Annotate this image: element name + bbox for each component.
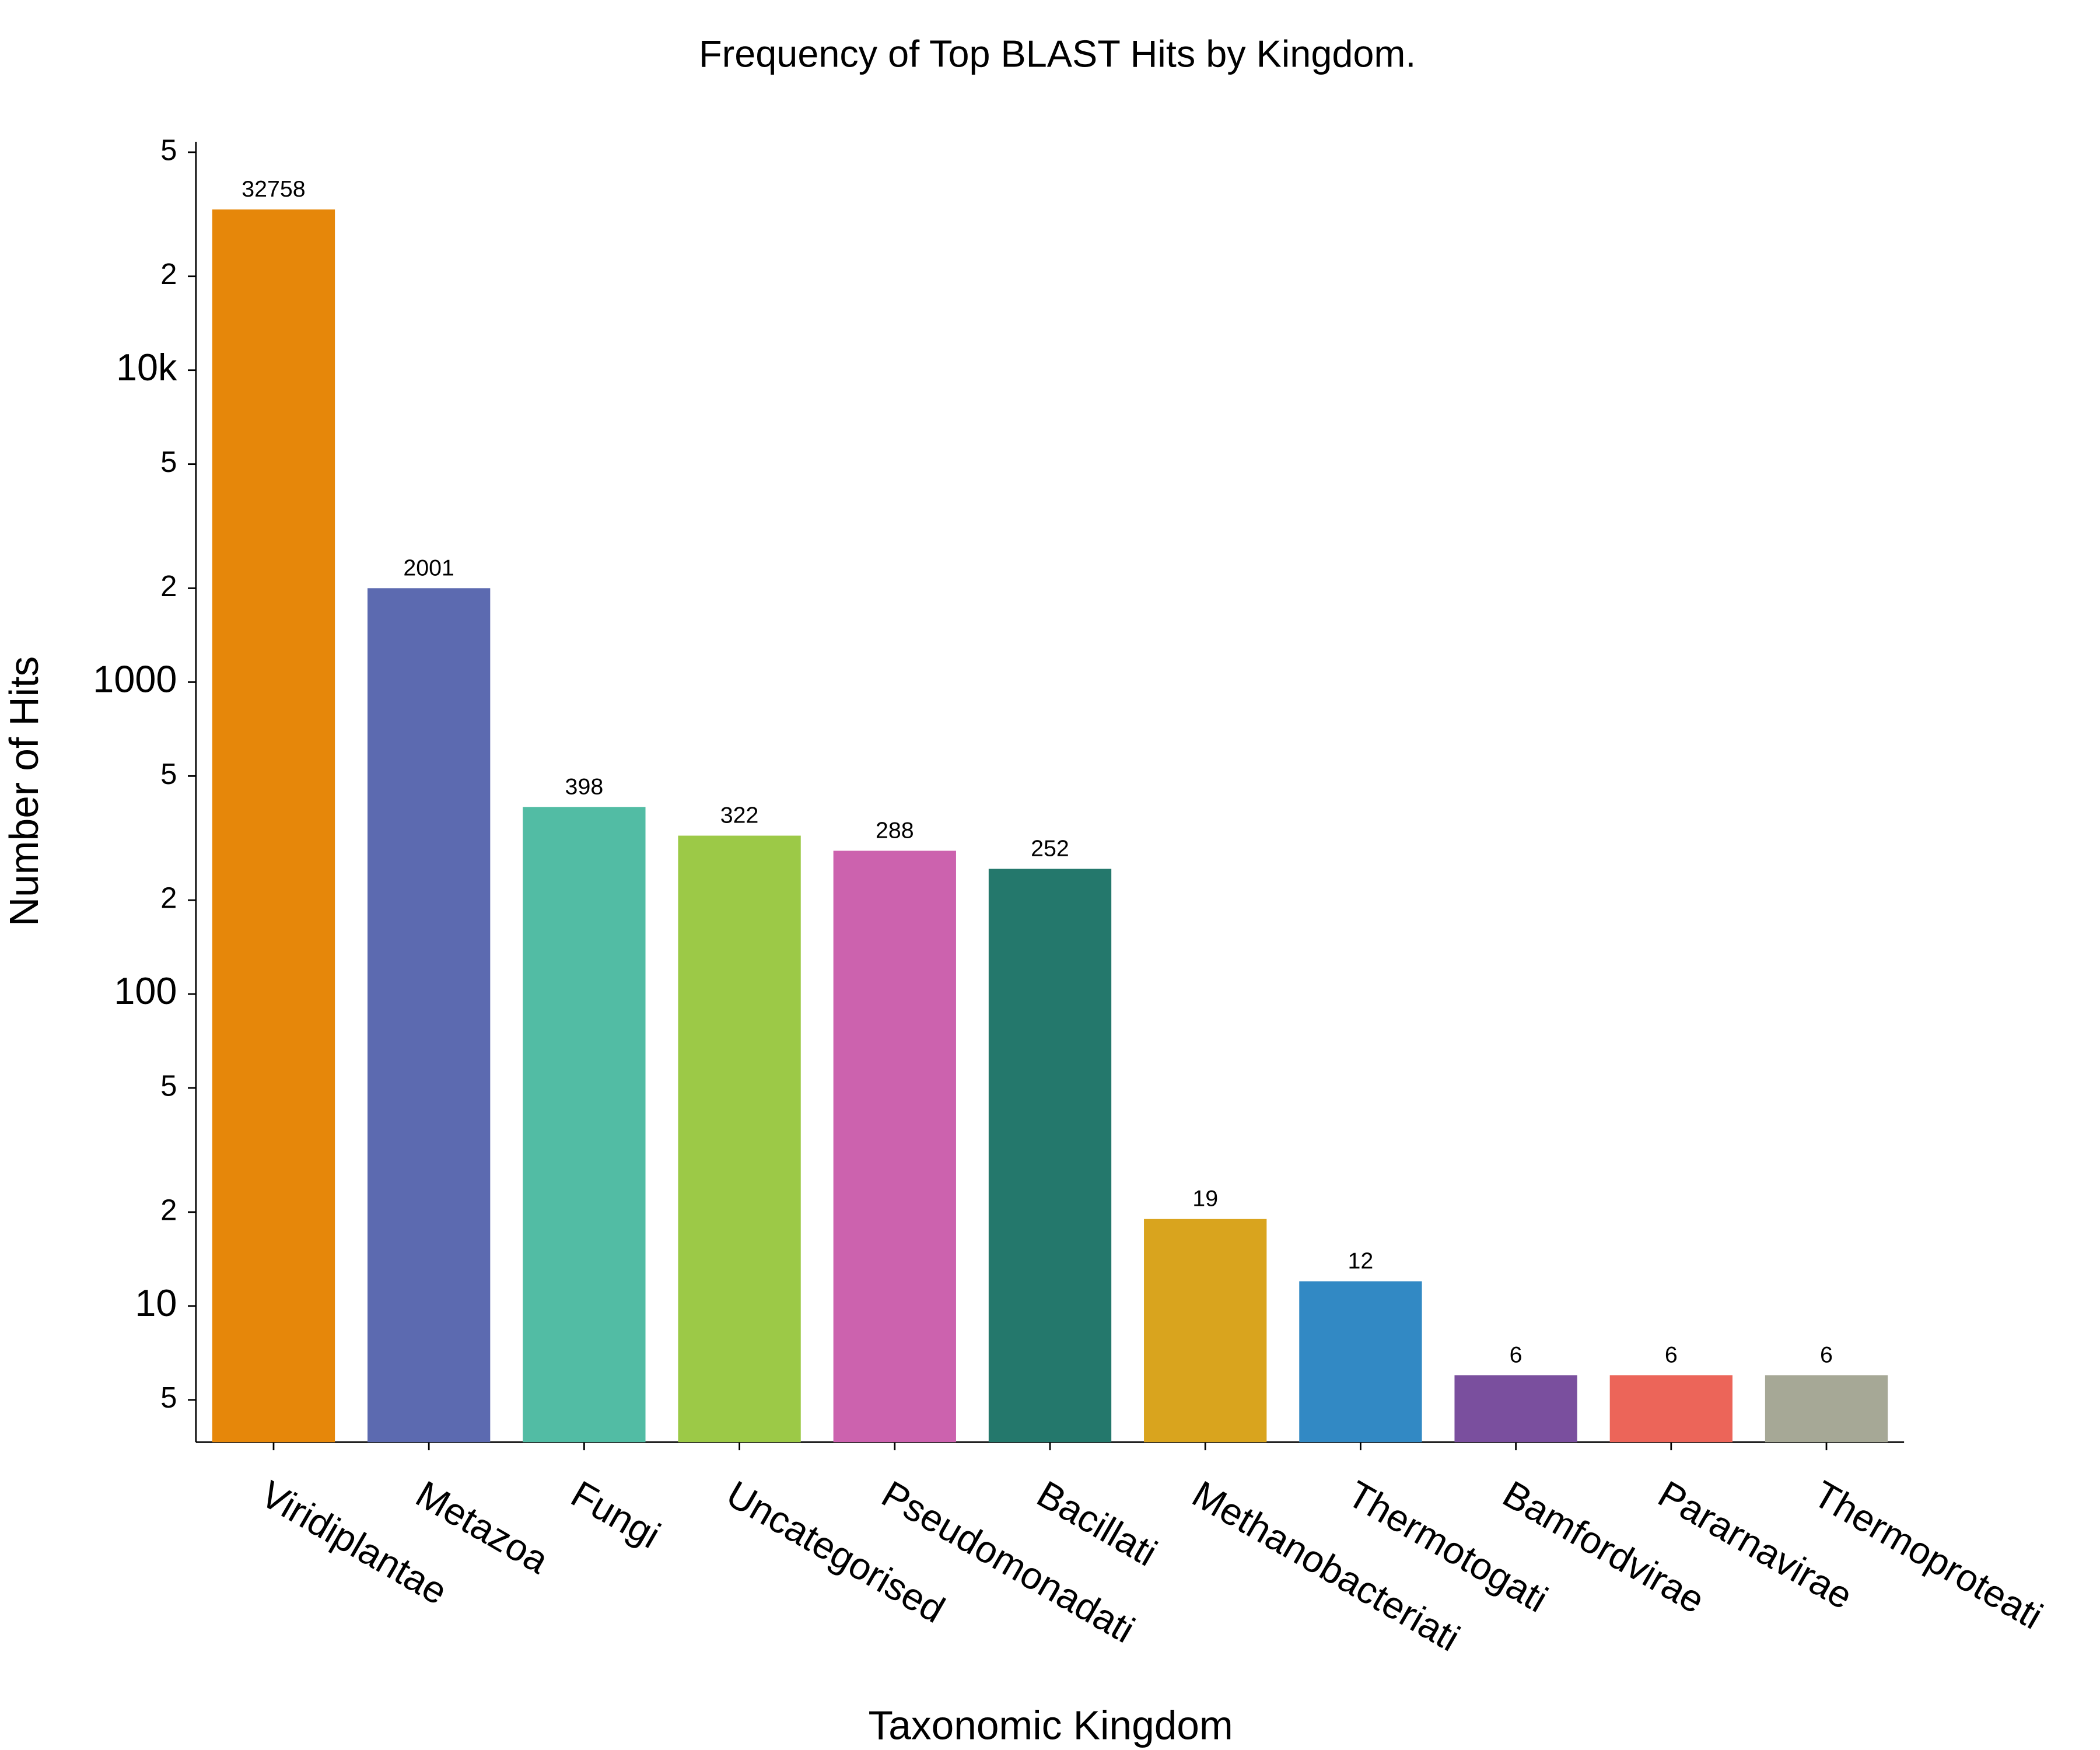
value-label: 398	[565, 774, 604, 799]
y-tick-label: 2	[160, 569, 177, 603]
y-tick-label: 2	[160, 881, 177, 915]
y-tick-label: 1000	[93, 658, 177, 701]
y-tick-label: 5	[160, 1381, 177, 1414]
value-label: 32758	[242, 176, 305, 202]
chart-title: Frequency of Top BLAST Hits by Kingdom.	[699, 32, 1416, 75]
y-tick-label: 10	[135, 1282, 177, 1324]
bar	[833, 850, 956, 1443]
bar	[1765, 1375, 1888, 1443]
bar	[368, 588, 491, 1443]
y-tick-label: 2	[160, 257, 177, 290]
y-tick-label: 2	[160, 1193, 177, 1226]
bar	[678, 835, 801, 1443]
bar	[1609, 1375, 1732, 1443]
x-tick-label: Fungi	[564, 1472, 667, 1556]
y-tick-label: 5	[160, 445, 177, 478]
value-label: 19	[1192, 1186, 1218, 1212]
x-tick-label: Bacillati	[1030, 1472, 1164, 1574]
y-tick-label: 5	[160, 133, 177, 166]
y-tick-label: 5	[160, 1069, 177, 1102]
value-label: 6	[1820, 1342, 1833, 1367]
x-tick-label: Methanobacteriati	[1185, 1472, 1467, 1660]
x-tick-label: Pseudomonadati	[875, 1472, 1142, 1651]
bar	[523, 807, 646, 1443]
x-axis-label: Taxonomic Kingdom	[869, 1702, 1233, 1748]
bar	[1454, 1375, 1577, 1443]
value-label: 6	[1665, 1342, 1678, 1367]
value-label: 2001	[403, 555, 454, 580]
bar	[212, 209, 335, 1443]
y-tick-label: 10k	[116, 346, 177, 388]
value-label: 288	[876, 817, 914, 843]
y-tick-label: 100	[114, 970, 177, 1012]
value-label: 12	[1348, 1248, 1374, 1273]
bar	[1299, 1281, 1422, 1443]
y-tick-label: 5	[160, 757, 177, 790]
bar	[988, 869, 1112, 1443]
value-label: 6	[1510, 1342, 1522, 1367]
value-label: 322	[720, 803, 759, 828]
x-tick-label: Thermoproteati	[1807, 1472, 2050, 1637]
value-label: 252	[1031, 835, 1069, 861]
bar	[1144, 1219, 1267, 1443]
y-axis-label: Number of Hits	[1, 656, 47, 926]
